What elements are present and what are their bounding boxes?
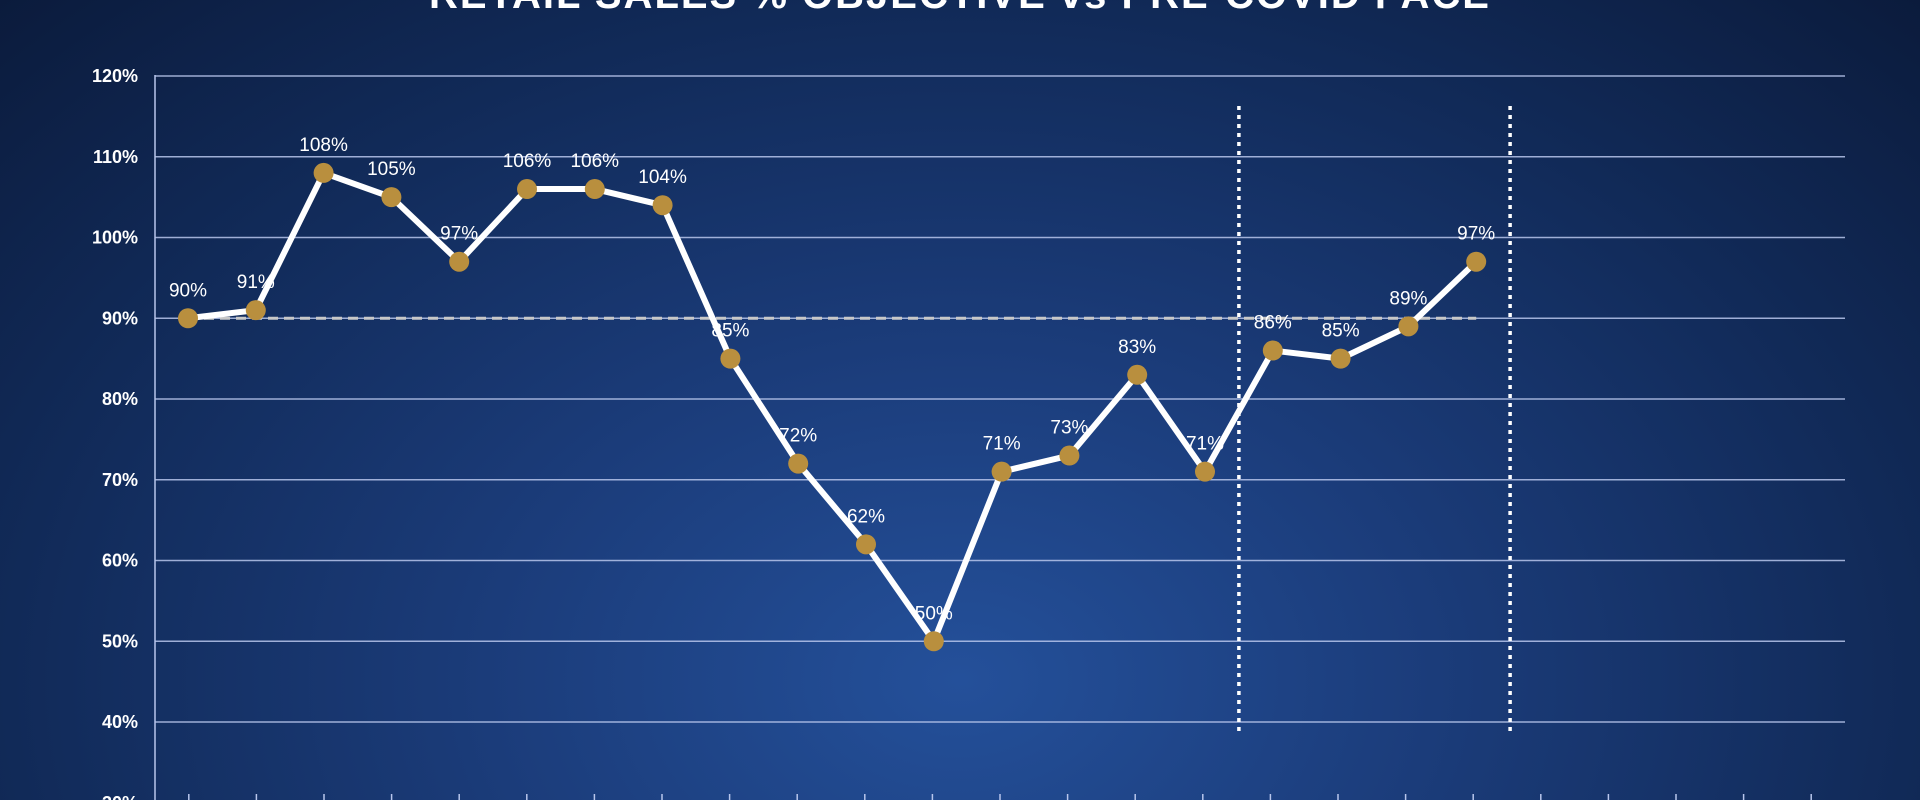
data-point (1127, 364, 1148, 385)
data-label: 106% (503, 151, 552, 172)
y-axis-ticks: 30% 40% 50% 60% 70% 80% 90% 100% 110% 120% (92, 66, 138, 800)
data-point (1398, 316, 1419, 337)
data-point (856, 534, 876, 555)
series-polyline (185, 169, 1480, 645)
x-axis-ticks (188, 794, 1812, 800)
data-label: 85% (711, 321, 749, 342)
data-point (1195, 461, 1215, 482)
y-tick-label: 100% (92, 228, 138, 248)
data-label: 91% (237, 272, 275, 293)
data-label: 89% (1389, 288, 1427, 309)
data-point (652, 195, 673, 216)
data-point (584, 179, 605, 200)
y-tick-label: 40% (102, 712, 138, 732)
data-point (788, 453, 809, 474)
reference-lines (188, 106, 1512, 736)
data-point (1466, 251, 1487, 272)
series-line (185, 169, 1480, 645)
data-point (381, 187, 402, 208)
y-tick-label: 110% (93, 147, 138, 167)
data-point (1330, 348, 1351, 369)
data-point (517, 179, 537, 200)
data-label: 72% (779, 426, 817, 447)
data-label: 50% (915, 603, 953, 624)
data-label: 104% (638, 167, 687, 188)
data-label: 83% (1118, 337, 1156, 358)
data-label: 86% (1254, 313, 1292, 334)
y-tick-label: 60% (102, 551, 138, 571)
y-tick-label: 120% (92, 66, 138, 86)
y-tick-label: 30% (102, 793, 138, 800)
data-point (178, 308, 198, 329)
data-point (991, 461, 1012, 482)
data-label: 97% (1457, 224, 1495, 245)
data-point (1059, 445, 1080, 466)
data-label: 106% (570, 151, 619, 172)
data-label: 62% (847, 506, 885, 527)
data-label: 73% (1050, 418, 1088, 439)
data-label: 108% (299, 135, 348, 156)
data-point (923, 631, 944, 652)
y-tick-label: 90% (102, 308, 138, 328)
y-tick-label: 80% (102, 389, 138, 409)
data-label: 105% (367, 159, 416, 180)
data-point (720, 348, 741, 369)
data-label: 85% (1322, 321, 1360, 342)
data-label: 97% (440, 224, 478, 245)
data-points (178, 162, 1487, 652)
data-label: 71% (983, 434, 1021, 455)
y-tick-label: 50% (102, 631, 138, 651)
data-labels: 90% 91% 108% 105% 97% 106% 106% 104% 85% 72% 62% 50… (169, 135, 1495, 624)
y-tick-label: 70% (102, 470, 138, 490)
data-point (313, 162, 334, 183)
data-point (245, 300, 266, 321)
data-point (449, 251, 470, 272)
data-point (1262, 340, 1283, 361)
data-label: 90% (169, 280, 207, 301)
data-label: 71% (1186, 434, 1224, 455)
chart-title: RETAIL SALES % OBJECTIVE vs PRE-COVID PA… (429, 0, 1491, 17)
